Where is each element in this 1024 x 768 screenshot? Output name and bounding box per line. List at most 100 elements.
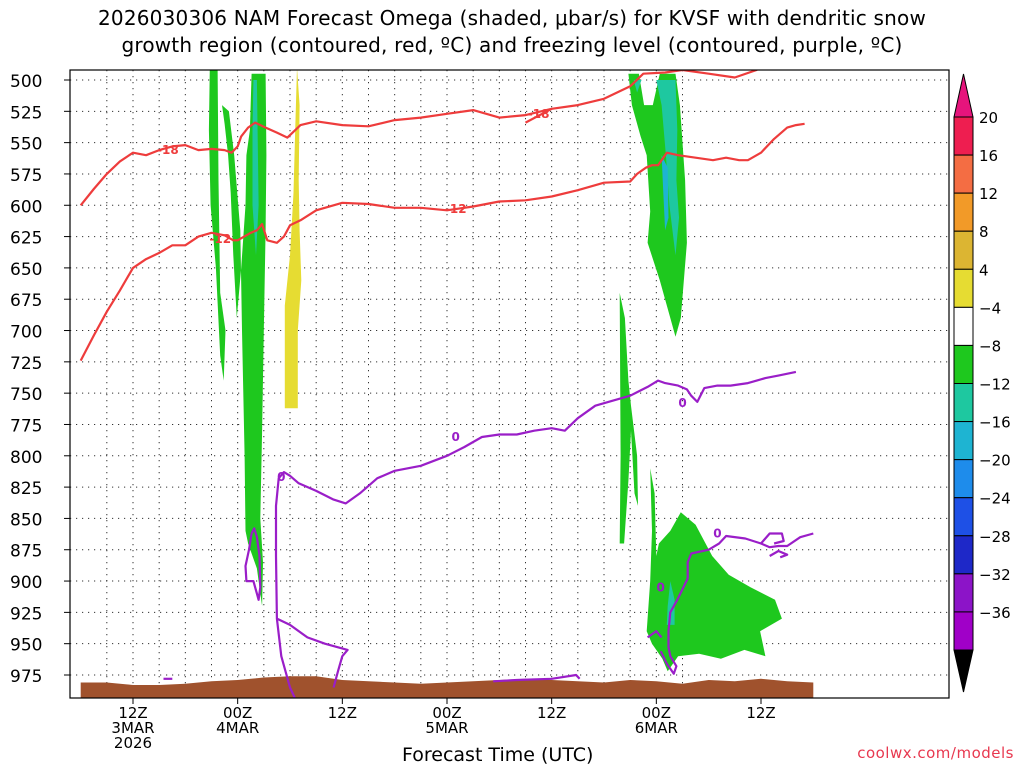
contour-label-2: -12 — [209, 232, 231, 246]
colorbar-segment-13 — [953, 611, 974, 651]
colorbar-segment-0 — [953, 116, 974, 156]
colorbar-segment-2 — [953, 192, 974, 232]
contour-freezing-small-2 — [646, 630, 663, 639]
contour-label-8: 0 — [657, 580, 665, 594]
plot-frame — [69, 69, 950, 699]
site-credit: coolwx.com/models — [857, 744, 1014, 762]
colorbar-top-arrow — [953, 73, 974, 118]
colorbar-segment-10 — [953, 497, 974, 537]
contour-dgz-minus18-lower — [524, 107, 553, 124]
x-tick-label-72-1: 6MAR — [635, 719, 678, 737]
contour-label-1: -18 — [528, 107, 550, 121]
omega-green-plume-2 — [222, 73, 267, 607]
y-tick-label-800: 800 — [10, 448, 42, 468]
colorbar-label-8: −16 — [979, 414, 1011, 432]
y-tick-label-950: 950 — [10, 636, 42, 656]
colorbar-segment-4 — [953, 268, 974, 308]
colorbar-label-13: −36 — [979, 604, 1011, 622]
x-tick-label-12-0: 12Z — [118, 704, 147, 722]
contour-label-7: 0 — [713, 526, 721, 540]
omega-teal-lowlevel — [666, 581, 675, 625]
y-tick-label-700: 700 — [10, 323, 42, 343]
x-tick-label-24-1: 4MAR — [216, 719, 259, 737]
colorbar-segment-7 — [953, 383, 974, 423]
y-tick-label-625: 625 — [10, 229, 42, 249]
y-tick-label-575: 575 — [10, 166, 42, 186]
x-tick-label-72-0: 00Z — [642, 704, 671, 722]
x-tick-label-36-0: 12Z — [328, 704, 357, 722]
y-tick-label-825: 825 — [10, 479, 42, 499]
colorbar-segment-6 — [953, 344, 974, 384]
contour-freezing-main — [274, 370, 797, 698]
y-tick-label-750: 750 — [10, 385, 42, 405]
y-tick-label-975: 975 — [10, 667, 42, 687]
x-tick-label-12-1: 3MAR — [111, 719, 154, 737]
terrain-area — [80, 676, 814, 698]
x-tick-label-24-0: 00Z — [223, 704, 252, 722]
contour-freezing-blob-left — [244, 527, 262, 601]
contour-label-3: -12 — [445, 202, 467, 216]
omega-yellow-updraft — [284, 70, 302, 409]
colorbar-label-6: −8 — [979, 337, 1001, 355]
x-tick-label-12-2: 2026 — [114, 734, 152, 752]
contour-label-5: 0 — [452, 430, 460, 444]
colorbar-bottom-arrow — [953, 649, 974, 693]
y-axis-ticks: 500 525 550 575 600 625 650 675 700 725 750 775 800 8… — [10, 72, 70, 687]
contour-freezing-southwest — [276, 617, 349, 688]
omega-teal-core-2 — [633, 80, 642, 93]
y-tick-label-550: 550 — [10, 135, 42, 155]
contour-freezing-loop — [760, 532, 785, 545]
omega-green-plume-1 — [208, 70, 226, 381]
colorbar-label-9: −20 — [979, 452, 1011, 470]
plot-border — [69, 69, 950, 699]
x-tick-label-60-0: 12Z — [537, 704, 566, 722]
colorbar-label-12: −32 — [979, 566, 1011, 584]
x-tick-label-84-0: 12Z — [746, 704, 775, 722]
contour-freezing-surface — [493, 673, 581, 683]
colorbar-segment-3 — [953, 230, 974, 270]
x-tick-label-48-0: 00Z — [432, 704, 461, 722]
colorbar-segment-11 — [953, 535, 974, 575]
y-tick-label-775: 775 — [10, 416, 42, 436]
chart-title-line-2: growth region (contoured, red, ºC) and f… — [121, 33, 903, 57]
contour-lines — [79, 70, 814, 698]
y-tick-label-500: 500 — [10, 72, 42, 92]
colorbar-segment-8 — [953, 421, 974, 461]
contour-label-6: 0 — [678, 396, 686, 410]
x-tick-label-48-1: 5MAR — [425, 719, 468, 737]
contour-label-4: 0 — [277, 470, 285, 484]
y-tick-label-675: 675 — [10, 291, 42, 311]
omega-green-lowlevel — [646, 468, 782, 672]
omega-shading — [208, 70, 782, 672]
omega-green-plume-4 — [619, 292, 638, 544]
colorbar-label-2: 12 — [979, 185, 998, 203]
colorbar-label-7: −12 — [979, 376, 1011, 394]
y-tick-label-725: 725 — [10, 354, 42, 374]
colorbar-segment-9 — [953, 459, 974, 499]
colorbar-segment-5 — [953, 306, 974, 346]
colorbar-label-1: 16 — [979, 147, 998, 165]
colorbar-segment-1 — [953, 154, 974, 194]
y-tick-label-875: 875 — [10, 542, 42, 562]
colorbar-label-4: 4 — [979, 261, 989, 279]
x-axis-title: Forecast Time (UTC) — [402, 744, 594, 766]
contour-labels: -18 -18 -12 -12 0 0 0 0 0 — [157, 107, 722, 594]
y-tick-label-600: 600 — [10, 197, 42, 217]
contour-label-0: -18 — [157, 143, 179, 157]
terrain-fill — [80, 676, 814, 698]
colorbar-label-3: 8 — [979, 223, 989, 241]
colorbar-label-5: −4 — [979, 299, 1001, 317]
contour-freezing-low-right — [659, 532, 814, 675]
colorbar: 20 16 12 8 4 −4 −8 −12 −16 −20 −24 −28 −32 −36 — [953, 73, 1011, 693]
chart-title-line-1: 2026030306 NAM Forecast Omega (shaded, μ… — [97, 6, 927, 30]
y-tick-label-850: 850 — [10, 510, 42, 530]
colorbar-label-0: 20 — [979, 109, 998, 127]
colorbar-label-11: −28 — [979, 528, 1011, 546]
contour-freezing-small-1 — [769, 549, 789, 559]
y-tick-label-925: 925 — [10, 604, 42, 624]
y-tick-label-900: 900 — [10, 573, 42, 593]
y-tick-label-525: 525 — [10, 103, 42, 123]
contour-dgz-minus18-upper — [79, 70, 758, 206]
